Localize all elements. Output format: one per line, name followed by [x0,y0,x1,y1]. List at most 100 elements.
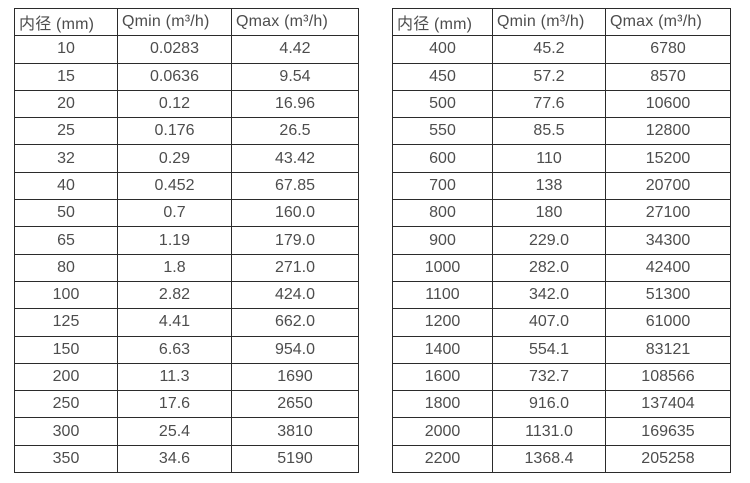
table-cell: 1368.4 [492,444,606,474]
table-row: 300 25.4 3810 [14,417,359,446]
table-cell: 138 [492,171,606,201]
table-cell: 500 [392,89,493,119]
table-cell: 2.82 [117,280,232,310]
table-cell: 57.2 [492,62,606,91]
table-cell: 4.41 [117,308,232,337]
table-row: 80 1.8 271.0 [14,253,359,282]
table-cell: 600 [392,144,493,173]
table-cell: 160.0 [231,199,359,228]
table-cell: 0.0636 [117,62,232,91]
table-cell: 5190 [231,444,359,474]
table-cell: 916.0 [492,390,606,419]
table-cell: 450 [392,62,493,91]
table-cell: 2000 [392,417,493,446]
header-row: 内径 (mm) Qmin (m³/h) Qmax (m³/h) [392,7,731,37]
table-cell: 800 [392,199,493,228]
table-cell: 1131.0 [492,417,606,446]
table-row: 450 57.2 8570 [392,62,731,91]
table-cell: 205258 [605,444,731,474]
header-row: 内径 (mm) Qmin (m³/h) Qmax (m³/h) [14,7,359,37]
table-cell: 550 [392,117,493,146]
table-cell: 554.1 [492,335,606,364]
table-row: 25 0.176 26.5 [14,117,359,146]
table-cell: 1200 [392,308,493,337]
table-row: 900 229.0 34300 [392,226,731,255]
table-cell: 80 [14,253,118,282]
table-cell: 0.29 [117,144,232,173]
table-cell: 27100 [605,199,731,228]
table-cell: 424.0 [231,280,359,310]
table-cell: 137404 [605,390,731,419]
table-cell: 11.3 [117,362,232,392]
table-cell: 85.5 [492,117,606,146]
table-header: 内径 (mm) Qmin (m³/h) Qmax (m³/h) [14,7,359,37]
column-header-diameter: 内径 (mm) [392,7,493,37]
table-cell: 40 [14,171,118,201]
table-cell: 10600 [605,89,731,119]
table-cell: 180 [492,199,606,228]
table-row: 1600 732.7 108566 [392,362,731,392]
column-header-qmin: Qmin (m³/h) [117,7,232,37]
table-cell: 342.0 [492,280,606,310]
table-cell: 12800 [605,117,731,146]
table-cell: 17.6 [117,390,232,419]
table-row: 125 4.41 662.0 [14,308,359,337]
table-cell: 83121 [605,335,731,364]
table-cell: 662.0 [231,308,359,337]
table-row: 1100 342.0 51300 [392,280,731,310]
table-cell: 1.19 [117,226,232,255]
table-cell: 2200 [392,444,493,474]
table-cell: 108566 [605,362,731,392]
table-cell: 65 [14,226,118,255]
table-cell: 350 [14,444,118,474]
column-header-qmin: Qmin (m³/h) [492,7,606,37]
table-cell: 100 [14,280,118,310]
table-cell: 229.0 [492,226,606,255]
table-row: 100 2.82 424.0 [14,280,359,310]
table-cell: 6.63 [117,335,232,364]
table-row: 250 17.6 2650 [14,390,359,419]
table-cell: 200 [14,362,118,392]
table-cell: 10 [14,35,118,64]
spec-table-large-diameters: 内径 (mm) Qmin (m³/h) Qmax (m³/h) 400 45.2 6… [392,7,731,474]
table-cell: 0.7 [117,199,232,228]
table-cell: 51300 [605,280,731,310]
table-cell: 50 [14,199,118,228]
table-row: 65 1.19 179.0 [14,226,359,255]
table-row: 15 0.0636 9.54 [14,62,359,91]
table-cell: 110 [492,144,606,173]
table-cell: 1100 [392,280,493,310]
column-header-diameter: 内径 (mm) [14,7,118,37]
spec-table-small-diameters: 内径 (mm) Qmin (m³/h) Qmax (m³/h) 10 0.0283… [14,7,359,474]
table-cell: 32 [14,144,118,173]
table-cell: 1600 [392,362,493,392]
table-row: 400 45.2 6780 [392,35,731,64]
table-cell: 1690 [231,362,359,392]
table-cell: 954.0 [231,335,359,364]
table-cell: 34300 [605,226,731,255]
table-row: 2200 1368.4 205258 [392,444,731,474]
table-cell: 300 [14,417,118,446]
table-row: 550 85.5 12800 [392,117,731,146]
table-body: 10 0.0283 4.42 15 0.0636 9.54 20 0.12 16.96 25 0.1… [14,35,359,474]
table-cell: 25.4 [117,417,232,446]
table-cell: 0.12 [117,89,232,119]
table-row: 1000 282.0 42400 [392,253,731,282]
table-cell: 407.0 [492,308,606,337]
table-cell: 900 [392,226,493,255]
table-row: 800 180 27100 [392,199,731,228]
table-cell: 45.2 [492,35,606,64]
table-cell: 8570 [605,62,731,91]
table-cell: 282.0 [492,253,606,282]
table-row: 350 34.6 5190 [14,444,359,474]
table-row: 20 0.12 16.96 [14,89,359,119]
table-row: 10 0.0283 4.42 [14,35,359,64]
table-row: 1200 407.0 61000 [392,308,731,337]
table-row: 32 0.29 43.42 [14,144,359,173]
table-cell: 125 [14,308,118,337]
table-cell: 150 [14,335,118,364]
table-cell: 0.452 [117,171,232,201]
table-row: 700 138 20700 [392,171,731,201]
table-cell: 15 [14,62,118,91]
table-row: 150 6.63 954.0 [14,335,359,364]
